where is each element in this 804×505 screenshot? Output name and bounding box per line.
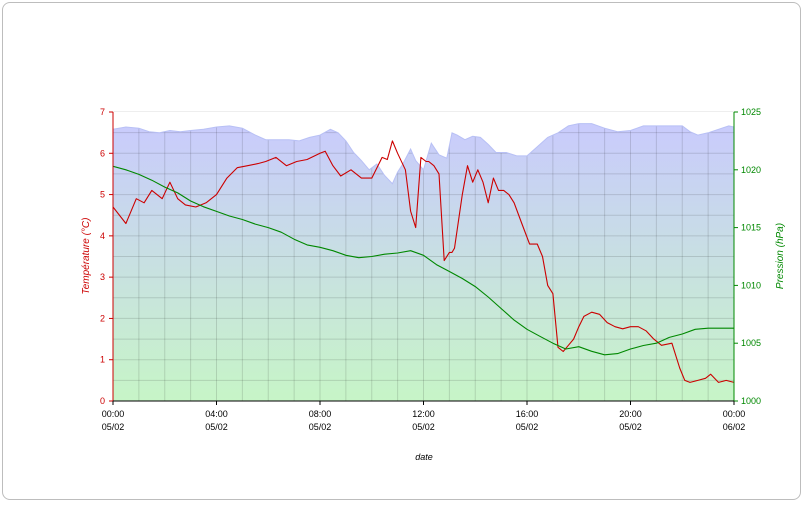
y-left-tick-label: 5 (100, 190, 105, 200)
x-tick-date: 05/02 (309, 422, 332, 432)
y-right-tick-label: 1000 (741, 396, 761, 406)
x-tick-date: 06/02 (723, 422, 746, 432)
y-right-tick-label: 1010 (741, 280, 761, 290)
x-tick-date: 05/02 (516, 422, 539, 432)
x-tick-date: 05/02 (412, 422, 435, 432)
x-tick-date: 05/02 (205, 422, 228, 432)
x-tick-time: 00:00 (102, 409, 125, 419)
series-layer (113, 112, 734, 383)
y-left-tick-label: 7 (100, 107, 105, 117)
y-right-tick-label: 1015 (741, 223, 761, 233)
y-left-tick-label: 3 (100, 272, 105, 282)
y-right-tick-label: 1005 (741, 338, 761, 348)
y-axis-left-label: Température (°C) (81, 218, 92, 295)
x-tick-time: 04:00 (205, 409, 228, 419)
temperature-line (113, 140, 734, 383)
area-top-mask (113, 112, 734, 184)
area-edge (113, 123, 734, 185)
tick-labels: 0 1 2 3 4 5 6 7 1000 1005 1010 1015 1020 1025 00:00 05/… (100, 107, 761, 432)
pressure-line (113, 165, 734, 356)
y-left-tick-label: 2 (100, 313, 105, 323)
x-tick-date: 05/02 (619, 422, 642, 432)
x-axis-label: date (415, 452, 433, 462)
y-right-tick-label: 1020 (741, 165, 761, 175)
y-right-tick-label: 1025 (741, 107, 761, 117)
y-left-tick-label: 6 (100, 148, 105, 158)
x-tick-time: 12:00 (412, 409, 435, 419)
x-tick-time: 08:00 (309, 409, 332, 419)
x-tick-time: 16:00 (516, 409, 539, 419)
y-left-tick-label: 1 (100, 355, 105, 365)
x-tick-time: 00:00 (723, 409, 746, 419)
x-tick-time: 20:00 (619, 409, 642, 419)
x-tick-date: 05/02 (102, 422, 125, 432)
y-left-tick-label: 0 (100, 396, 105, 406)
y-axis-right-label: Pression (hPa) (775, 223, 786, 289)
y-left-tick-label: 4 (100, 231, 105, 241)
